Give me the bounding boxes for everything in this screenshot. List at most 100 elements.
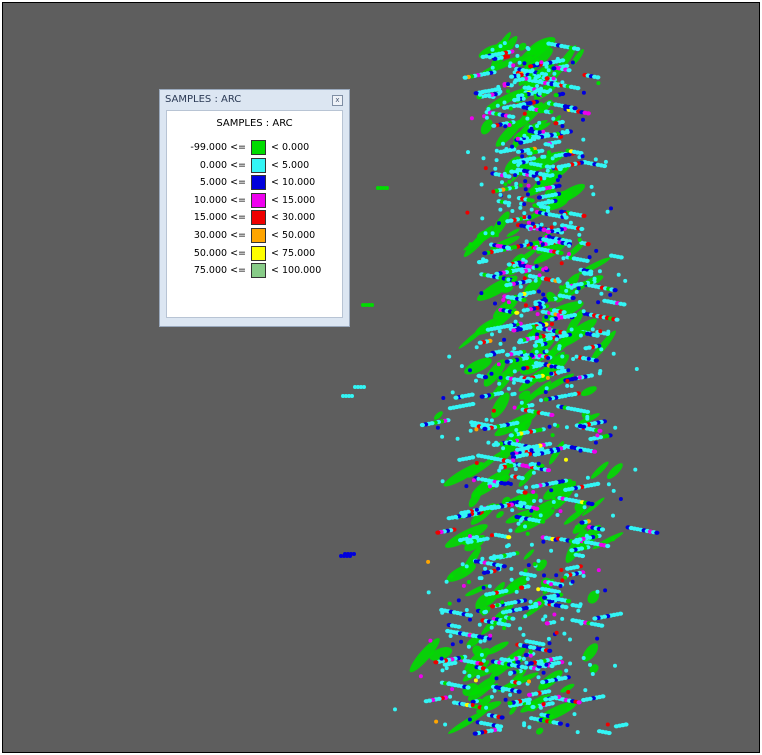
- sample-point: [499, 44, 503, 48]
- sample-point: [550, 317, 555, 321]
- sample-point: [539, 499, 543, 503]
- sample-point: [544, 266, 548, 270]
- sample-point: [562, 632, 566, 636]
- sample-point: [566, 723, 570, 727]
- sample-point: [527, 85, 531, 89]
- sample-point: [559, 285, 563, 289]
- sample-point: [552, 500, 556, 504]
- sample-point: [506, 89, 510, 93]
- sample-point: [440, 435, 444, 439]
- sample-point: [539, 513, 543, 517]
- sample-point: [509, 529, 513, 533]
- sample-point: [510, 655, 514, 659]
- sample-point: [513, 369, 517, 373]
- sample-point: [595, 637, 599, 641]
- sample-point: [509, 567, 513, 571]
- sample-point: [520, 269, 525, 273]
- sample-point: [482, 90, 486, 94]
- range-lower: 0.000 <=: [200, 160, 246, 171]
- sample-point: [467, 645, 471, 649]
- sample-point: [482, 659, 486, 663]
- sample-point: [576, 730, 580, 734]
- sample-point: [523, 179, 527, 183]
- sample-point: [556, 57, 560, 61]
- sample-point: [426, 560, 430, 564]
- sample-point: [501, 689, 505, 693]
- sample-point: [594, 441, 598, 445]
- sample-point: [479, 640, 483, 644]
- sample-point: [495, 158, 499, 162]
- sample-point: [522, 61, 526, 65]
- sample-point: [531, 189, 536, 193]
- sample-point: [485, 116, 489, 120]
- sample-point: [553, 121, 558, 125]
- sample-point: [530, 705, 535, 709]
- sample-point: [497, 469, 501, 473]
- sample-point: [583, 346, 588, 350]
- sample-point: [524, 653, 529, 657]
- sample-point: [553, 423, 557, 427]
- sample-point: [549, 413, 554, 417]
- legend-row: 0.000 <=< 5.000: [167, 158, 342, 174]
- 3d-viewport[interactable]: SAMPLES : ARC x SAMPLES : ARC -99.000 <=…: [2, 2, 760, 753]
- sample-point: [385, 186, 389, 190]
- sample-point: [522, 215, 526, 219]
- sample-point: [547, 199, 551, 203]
- sample-point: [503, 182, 507, 186]
- sample-point: [583, 688, 587, 692]
- legend-window[interactable]: SAMPLES : ARC x SAMPLES : ARC -99.000 <=…: [159, 89, 350, 327]
- sample-point: [436, 426, 440, 430]
- sample-point: [577, 700, 582, 704]
- sample-point: [524, 187, 528, 191]
- sample-point: [585, 410, 590, 414]
- sample-point: [533, 602, 538, 606]
- sample-point: [595, 334, 600, 338]
- sample-point: [542, 155, 546, 159]
- sample-point: [535, 726, 545, 736]
- sample-point: [543, 297, 547, 301]
- sample-point: [563, 605, 568, 609]
- sample-point: [560, 355, 564, 359]
- sample-point: [547, 68, 551, 72]
- sample-point: [491, 190, 495, 194]
- sample-point: [506, 535, 511, 539]
- sample-point: [536, 202, 541, 206]
- sample-point: [538, 92, 542, 96]
- sample-point: [510, 145, 514, 149]
- sample-point: [523, 112, 527, 116]
- sample-point: [495, 149, 499, 153]
- sample-point: [474, 379, 478, 383]
- sample-point: [574, 538, 579, 542]
- sample-point: [564, 458, 568, 462]
- sample-point: [614, 318, 619, 322]
- sample-point: [522, 202, 526, 206]
- sample-point: [433, 660, 438, 664]
- sample-point: [516, 74, 520, 78]
- close-button[interactable]: x: [332, 95, 343, 106]
- sample-point: [545, 349, 549, 353]
- sample-point: [465, 685, 470, 689]
- sample-point: [530, 543, 534, 547]
- sample-point: [502, 338, 506, 342]
- sample-point: [441, 668, 445, 672]
- sample-point: [494, 483, 499, 487]
- sample-point: [579, 334, 583, 338]
- sample-point: [537, 559, 541, 563]
- sample-point: [510, 452, 515, 456]
- sample-point: [472, 478, 476, 482]
- range-upper: < 50.000: [271, 230, 315, 241]
- sample-point: [521, 453, 526, 457]
- sample-point: [520, 476, 525, 480]
- sample-point: [549, 365, 553, 369]
- sample-point: [580, 641, 601, 664]
- sample-point: [513, 80, 517, 84]
- sample-point: [483, 375, 488, 379]
- sample-point: [549, 110, 553, 114]
- legend-heading: SAMPLES : ARC: [167, 118, 342, 129]
- sample-point: [527, 725, 531, 729]
- sample-point: [526, 46, 530, 50]
- sample-point: [523, 614, 527, 618]
- sample-point: [503, 124, 507, 128]
- sample-point: [539, 87, 543, 91]
- sample-point: [523, 404, 528, 408]
